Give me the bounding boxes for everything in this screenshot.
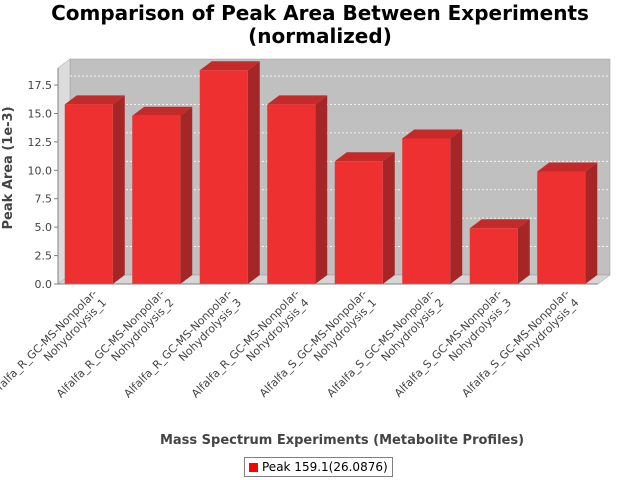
bar-side xyxy=(382,152,395,284)
x-axis: Alfalfa_R_GC-MS-Nonpolar-Nohydrolysis_1A… xyxy=(0,283,598,400)
bar xyxy=(267,95,328,285)
legend-swatch xyxy=(249,462,258,472)
y-tick-label: 7.5 xyxy=(35,193,53,206)
bar xyxy=(334,152,395,284)
bar-side xyxy=(517,219,530,284)
bar-front xyxy=(64,104,113,285)
y-tick-label: 12.5 xyxy=(28,136,53,149)
legend-label: Peak 159.1(26.0876) xyxy=(262,460,388,474)
bar-top xyxy=(64,95,125,105)
x-tick-label-line: Alfalfa_R_GC-MS-Nonpolar- xyxy=(121,287,234,400)
x-tick-label-line: Alfalfa_S_GC-MS-Nonpolar- xyxy=(257,287,370,400)
bar xyxy=(199,61,260,285)
bar-side xyxy=(315,95,328,285)
bar xyxy=(537,162,598,284)
y-tick-label: 17.5 xyxy=(28,79,53,92)
bar-top xyxy=(199,61,260,71)
x-tick-label-line: Alfalfa_S_GC-MS-Nonpolar- xyxy=(392,287,505,400)
bar-top xyxy=(132,106,193,116)
x-tick-label-line: Alfalfa_S_GC-MS-Nonpolar- xyxy=(459,287,572,400)
bar-front xyxy=(537,171,586,284)
y-tick-label: 2.5 xyxy=(35,250,53,263)
y-axis-label: Peak Area (1e-3) xyxy=(1,106,16,229)
bars xyxy=(64,61,598,285)
bar-top xyxy=(267,95,328,105)
bar xyxy=(64,95,125,285)
bar-side xyxy=(450,129,463,284)
y-axis: 0.0 2.5 5.0 7.5 10.0 12.5 15.0 17.5 xyxy=(28,68,59,291)
bar-side xyxy=(247,61,260,285)
bar-top xyxy=(537,162,598,172)
bar-top xyxy=(334,152,395,162)
bar-front xyxy=(334,161,383,284)
x-axis-label: Mass Spectrum Experiments (Metabolite Pr… xyxy=(160,433,524,448)
x-tick-label-line: Alfalfa_R_GC-MS-Nonpolar- xyxy=(0,287,100,400)
x-tick-label-line: Alfalfa_S_GC-MS-Nonpolar- xyxy=(324,287,437,400)
y-tick-label: 5.0 xyxy=(35,221,53,234)
bar-front xyxy=(199,70,248,284)
bar-front xyxy=(267,104,316,285)
bar-front xyxy=(132,115,181,284)
bar-front xyxy=(402,138,451,284)
y-tick-label: 0.0 xyxy=(35,278,53,291)
y-tick-label: 15.0 xyxy=(28,107,53,120)
bar xyxy=(402,129,463,284)
bar xyxy=(469,219,530,284)
chart-title: Comparison of Peak Area Between Experime… xyxy=(51,1,589,48)
y-tick-label: 10.0 xyxy=(28,164,53,177)
x-tick-label-line: Alfalfa_R_GC-MS-Nonpolar- xyxy=(189,287,302,400)
bar-side xyxy=(180,106,193,284)
x-tick-label-line: Alfalfa_R_GC-MS-Nonpolar- xyxy=(54,287,167,400)
bar xyxy=(132,106,193,284)
bar-top xyxy=(469,219,530,229)
bar-side xyxy=(585,162,598,284)
bar-top xyxy=(402,129,463,139)
bar-side xyxy=(112,95,125,285)
legend: Peak 159.1(26.0876) xyxy=(244,457,393,477)
bar-front xyxy=(469,228,518,284)
